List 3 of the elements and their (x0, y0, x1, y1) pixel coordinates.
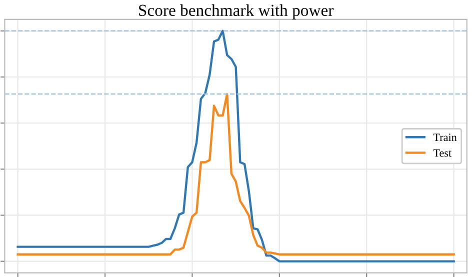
legend-label: Test (433, 149, 452, 157)
legend-label: Train (433, 134, 457, 142)
chart-title: Score benchmark with power (139, 4, 334, 20)
